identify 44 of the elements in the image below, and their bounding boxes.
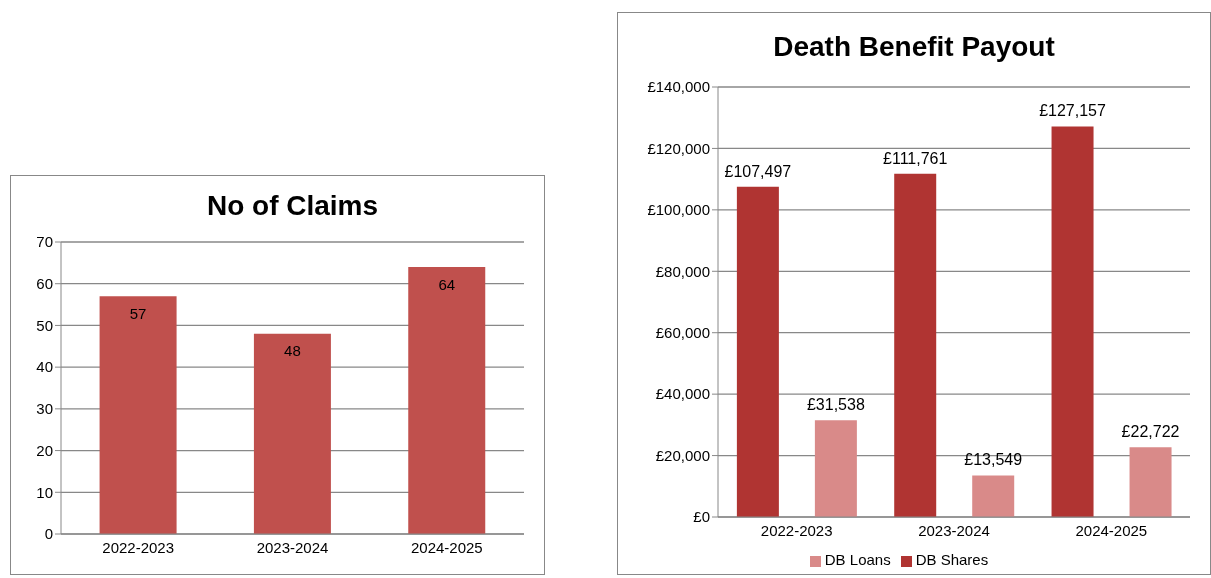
bar [736,186,779,517]
data-label: 57 [129,304,147,322]
y-tick-label: 30 [36,400,53,418]
bar [972,475,1015,517]
y-tick-label: £40,000 [655,385,710,403]
y-tick-label: £140,000 [647,78,710,96]
y-tick-label: 20 [36,441,53,459]
data-label: 48 [284,342,301,360]
bar [253,333,331,534]
y-tick-label: 0 [44,525,53,543]
chart-title: Death Benefit Payout [773,31,1055,62]
y-tick-label: 40 [36,358,53,376]
bar [99,296,177,534]
y-tick-label: 10 [36,483,53,501]
x-tick-label: 2024-2025 [410,538,483,556]
legend-label: DB Shares [915,551,989,568]
chart-title: No of Claims [206,190,379,221]
data-label: £22,722 [1121,423,1180,441]
y-tick-label: 70 [36,233,53,251]
data-label: 64 [438,275,456,293]
y-tick-label: £100,000 [647,201,710,219]
bar [894,173,937,517]
y-tick-label: £80,000 [655,262,710,280]
x-tick-label: 2024-2025 [1075,521,1148,539]
y-tick-label: 50 [36,316,53,334]
legend-label: DB Loans [824,551,891,568]
bar [1051,126,1094,517]
data-label: £13,549 [964,451,1023,469]
bar [1129,447,1172,517]
x-tick-label: 2023-2024 [256,538,329,556]
y-tick-label: £20,000 [655,446,710,464]
data-label: £107,497 [724,162,792,180]
y-tick-label: £0 [693,508,710,526]
y-tick-label: £120,000 [647,139,710,157]
bar [814,420,857,517]
data-label: £31,538 [806,396,865,414]
x-tick-label: 2022-2023 [760,521,833,539]
x-tick-label: 2022-2023 [102,538,175,556]
data-label: £111,761 [883,149,948,167]
x-tick-label: 2023-2024 [918,521,990,539]
y-tick-label: £60,000 [655,324,710,342]
data-label: £127,157 [1039,102,1107,120]
bar [408,267,486,534]
y-tick-label: 60 [36,275,53,293]
